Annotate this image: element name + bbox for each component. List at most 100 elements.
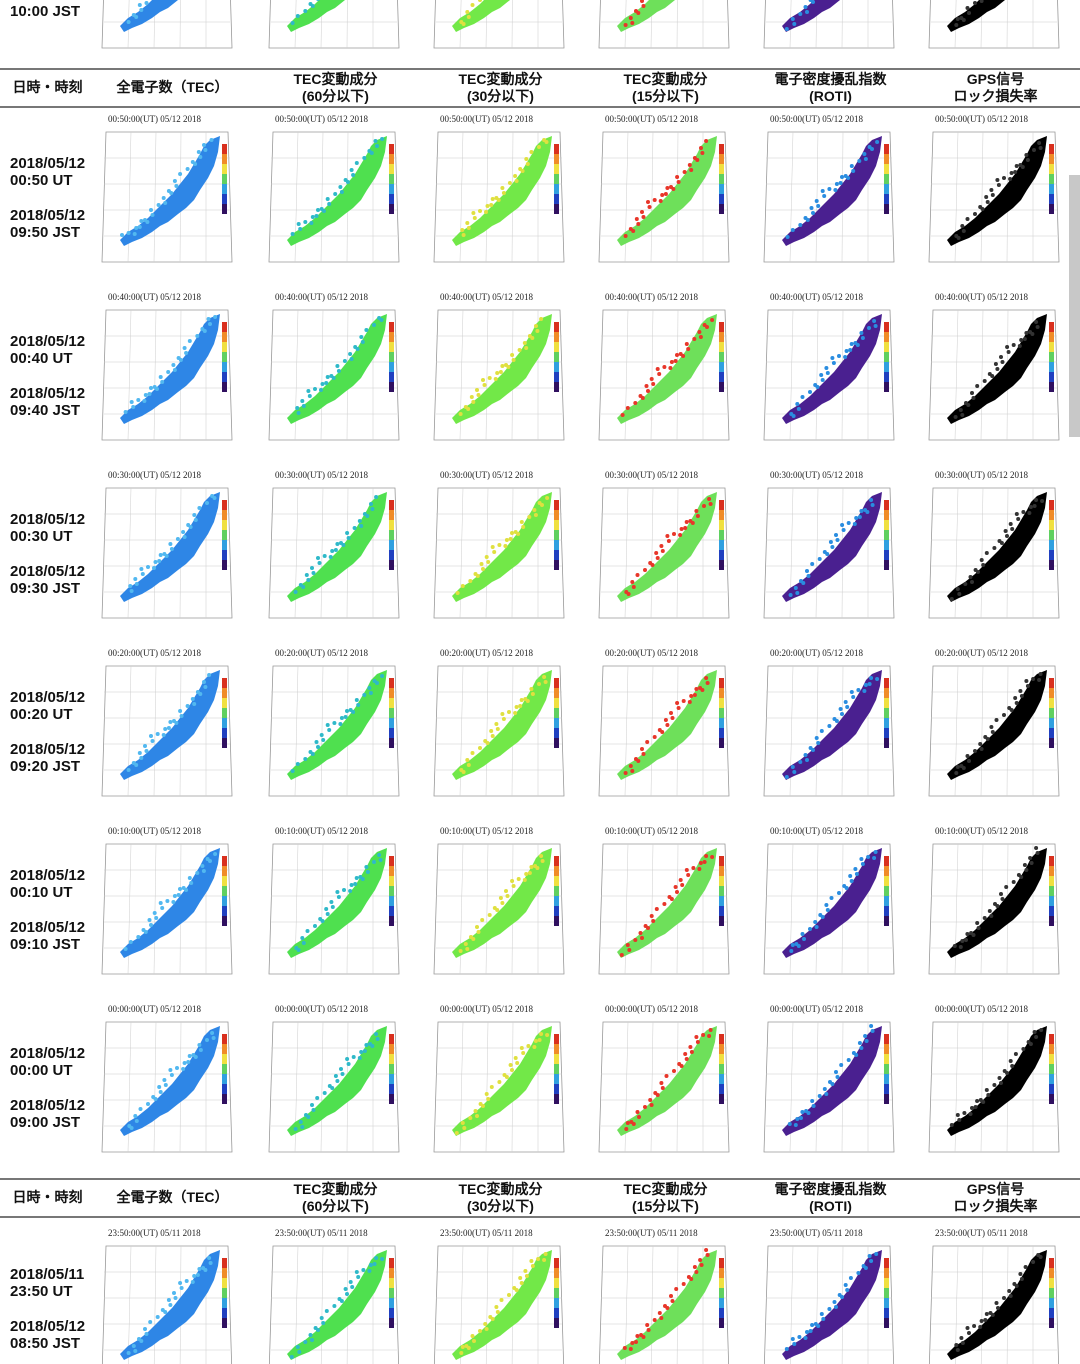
tec-map: 00:20:00(UT) 05/12 2018 bbox=[98, 648, 246, 808]
japan-map-graphic bbox=[101, 131, 233, 263]
header-lol: GPS信号 ロック損失率 bbox=[953, 71, 1038, 104]
japan-map-graphic bbox=[763, 665, 895, 797]
lol-map: 00:00:00(UT) 05/12 2018 bbox=[925, 1004, 1073, 1164]
header-tec15: TEC変動成分 (15分以下) bbox=[623, 71, 708, 104]
tec-15min-map: 00:40:00(UT) 05/12 2018 bbox=[595, 292, 743, 452]
japan-map-graphic bbox=[928, 665, 1060, 797]
lol-map: 00:50:00(UT) 05/12 2018 bbox=[925, 114, 1073, 274]
japan-map-graphic bbox=[268, 665, 400, 797]
map-timestamp: 00:40:00(UT) 05/12 2018 bbox=[275, 292, 368, 302]
row-ut-time: 2018/05/12 00:30 UT 2018/05/12 09:30 JST bbox=[10, 511, 86, 597]
map-timestamp: 00:00:00(UT) 05/12 2018 bbox=[108, 1004, 201, 1014]
map-timestamp: 00:30:00(UT) 05/12 2018 bbox=[935, 470, 1028, 480]
japan-map-graphic bbox=[598, 309, 730, 441]
japan-map-graphic bbox=[433, 665, 565, 797]
japan-map-graphic bbox=[928, 487, 1060, 619]
japan-map-graphic bbox=[433, 1245, 565, 1364]
map-timestamp: 00:50:00(UT) 05/12 2018 bbox=[108, 114, 201, 124]
row-ut-time: 2018/05/12 00:20 UT 2018/05/12 09:20 JST bbox=[10, 689, 86, 775]
tec-15min-map bbox=[595, 0, 743, 58]
japan-map-graphic bbox=[598, 487, 730, 619]
japan-map-graphic bbox=[598, 843, 730, 975]
map-timestamp: 00:00:00(UT) 05/12 2018 bbox=[275, 1004, 368, 1014]
scrollbar[interactable] bbox=[1069, 175, 1080, 437]
tec-map: 00:40:00(UT) 05/12 2018 bbox=[98, 292, 246, 452]
row-ut-time: 2018/05/12 00:40 UT 2018/05/12 09:40 JST bbox=[10, 333, 86, 419]
header-datetime: 日時・時刻 bbox=[12, 1189, 83, 1205]
map-timestamp: 00:10:00(UT) 05/12 2018 bbox=[108, 826, 201, 836]
table-header: 日時・時刻 全電子数（TEC） TEC変動成分 (60分以下) TEC変動成分 (3… bbox=[0, 68, 1080, 110]
tec-map: 00:30:00(UT) 05/12 2018 bbox=[98, 470, 246, 630]
japan-map-graphic bbox=[598, 0, 730, 49]
map-timestamp: 00:50:00(UT) 05/12 2018 bbox=[935, 114, 1028, 124]
japan-map-graphic bbox=[268, 843, 400, 975]
map-timestamp: 00:10:00(UT) 05/12 2018 bbox=[605, 826, 698, 836]
japan-map-graphic bbox=[928, 131, 1060, 263]
map-timestamp: 00:40:00(UT) 05/12 2018 bbox=[935, 292, 1028, 302]
roti-map: 00:00:00(UT) 05/12 2018 bbox=[760, 1004, 908, 1164]
map-timestamp: 00:20:00(UT) 05/12 2018 bbox=[440, 648, 533, 658]
japan-map-graphic bbox=[598, 131, 730, 263]
tec-30min-map: 00:40:00(UT) 05/12 2018 bbox=[430, 292, 578, 452]
lol-map: 00:30:00(UT) 05/12 2018 bbox=[925, 470, 1073, 630]
tec-15min-map: 00:30:00(UT) 05/12 2018 bbox=[595, 470, 743, 630]
map-timestamp: 00:10:00(UT) 05/12 2018 bbox=[770, 826, 863, 836]
tec-map: 00:10:00(UT) 05/12 2018 bbox=[98, 826, 246, 986]
japan-map-graphic bbox=[433, 131, 565, 263]
map-timestamp: 00:30:00(UT) 05/12 2018 bbox=[770, 470, 863, 480]
map-timestamp: 00:40:00(UT) 05/12 2018 bbox=[108, 292, 201, 302]
japan-map-graphic bbox=[433, 1021, 565, 1153]
map-timestamp: 23:50:00(UT) 05/11 2018 bbox=[108, 1228, 201, 1238]
map-timestamp: 00:20:00(UT) 05/12 2018 bbox=[108, 648, 201, 658]
japan-map-graphic bbox=[101, 1245, 233, 1364]
japan-map-graphic bbox=[268, 0, 400, 49]
tec-30min-map: 00:00:00(UT) 05/12 2018 bbox=[430, 1004, 578, 1164]
map-timestamp: 23:50:00(UT) 05/11 2018 bbox=[275, 1228, 368, 1238]
tec-30min-map bbox=[430, 0, 578, 58]
header-lol: GPS信号 ロック損失率 bbox=[953, 1181, 1038, 1214]
roti-map bbox=[760, 0, 908, 58]
partial-row-jst: 10:00 JST bbox=[10, 3, 81, 20]
map-timestamp: 00:30:00(UT) 05/12 2018 bbox=[275, 470, 368, 480]
tec-30min-map: 23:50:00(UT) 05/11 2018 bbox=[430, 1228, 578, 1364]
lol-map: 00:20:00(UT) 05/12 2018 bbox=[925, 648, 1073, 808]
japan-map-graphic bbox=[433, 843, 565, 975]
japan-map-graphic bbox=[101, 309, 233, 441]
tec-30min-map: 00:10:00(UT) 05/12 2018 bbox=[430, 826, 578, 986]
map-timestamp: 00:10:00(UT) 05/12 2018 bbox=[440, 826, 533, 836]
lol-map: 00:10:00(UT) 05/12 2018 bbox=[925, 826, 1073, 986]
map-timestamp: 00:10:00(UT) 05/12 2018 bbox=[935, 826, 1028, 836]
row-ut-time: 2018/05/12 00:00 UT 2018/05/12 09:00 JST bbox=[10, 1045, 86, 1131]
lol-map: 23:50:00(UT) 05/11 2018 bbox=[925, 1228, 1073, 1364]
map-timestamp: 00:00:00(UT) 05/12 2018 bbox=[605, 1004, 698, 1014]
japan-map-graphic bbox=[928, 309, 1060, 441]
tec-60min-map: 00:20:00(UT) 05/12 2018 bbox=[265, 648, 413, 808]
header-tec30: TEC変動成分 (30分以下) bbox=[458, 71, 543, 104]
japan-map-graphic bbox=[268, 1021, 400, 1153]
japan-map-graphic bbox=[598, 1245, 730, 1364]
japan-map-graphic bbox=[101, 665, 233, 797]
roti-map: 00:10:00(UT) 05/12 2018 bbox=[760, 826, 908, 986]
japan-map-graphic bbox=[101, 843, 233, 975]
tec-15min-map: 00:50:00(UT) 05/12 2018 bbox=[595, 114, 743, 274]
tec-60min-map bbox=[265, 0, 413, 58]
map-timestamp: 00:30:00(UT) 05/12 2018 bbox=[440, 470, 533, 480]
tec-60min-map: 00:40:00(UT) 05/12 2018 bbox=[265, 292, 413, 452]
japan-map-graphic bbox=[101, 487, 233, 619]
japan-map-graphic bbox=[598, 665, 730, 797]
header-roti: 電子密度擾乱指数 (ROTI) bbox=[774, 1181, 887, 1214]
tec-30min-map: 00:50:00(UT) 05/12 2018 bbox=[430, 114, 578, 274]
japan-map-graphic bbox=[928, 0, 1060, 49]
map-timestamp: 00:00:00(UT) 05/12 2018 bbox=[770, 1004, 863, 1014]
roti-map: 00:30:00(UT) 05/12 2018 bbox=[760, 470, 908, 630]
tec-60min-map: 00:10:00(UT) 05/12 2018 bbox=[265, 826, 413, 986]
header-datetime: 日時・時刻 bbox=[12, 79, 83, 95]
japan-map-graphic bbox=[763, 131, 895, 263]
japan-map-graphic bbox=[763, 1245, 895, 1364]
header-tec: 全電子数（TEC） bbox=[116, 79, 229, 95]
map-timestamp: 00:10:00(UT) 05/12 2018 bbox=[275, 826, 368, 836]
japan-map-graphic bbox=[101, 1021, 233, 1153]
japan-map-graphic bbox=[433, 487, 565, 619]
japan-map-graphic bbox=[928, 1245, 1060, 1364]
japan-map-graphic bbox=[268, 1245, 400, 1364]
